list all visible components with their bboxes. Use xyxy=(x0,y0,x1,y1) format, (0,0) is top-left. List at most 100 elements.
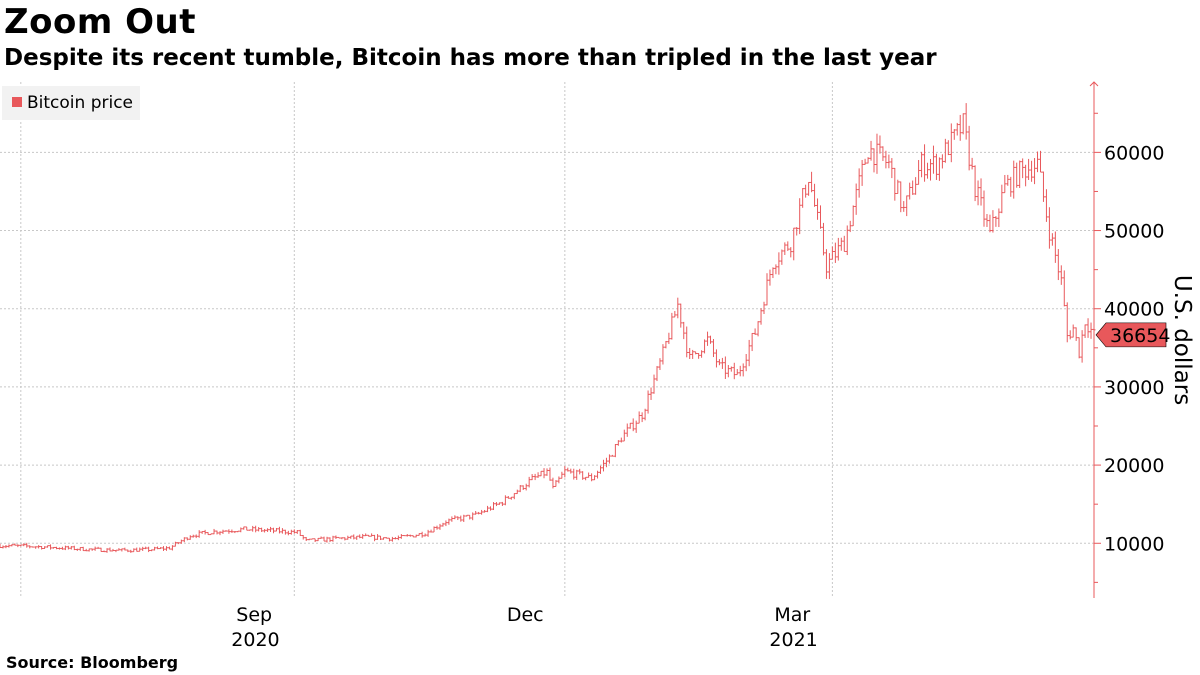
price-bar xyxy=(599,465,603,474)
price-bar xyxy=(613,444,617,458)
price-bar xyxy=(263,529,267,533)
price-bar xyxy=(738,365,742,377)
y-tick-label: 50000 xyxy=(1104,221,1164,243)
x-axis: JunSep2020DecMar2021 xyxy=(231,604,817,651)
price-bar xyxy=(762,301,766,315)
price-bar xyxy=(435,525,439,530)
price-bar xyxy=(816,198,820,220)
price-bar xyxy=(836,237,840,261)
price-bar xyxy=(670,312,674,340)
price-bar xyxy=(821,222,825,256)
price-bar xyxy=(361,533,365,539)
y-tick-label: 60000 xyxy=(1104,142,1164,164)
price-bar xyxy=(87,548,91,552)
price-bar xyxy=(1038,150,1042,173)
price-bar xyxy=(0,543,2,549)
price-bar xyxy=(13,543,17,546)
price-bar xyxy=(438,523,442,530)
price-bar xyxy=(322,536,326,542)
price-bar xyxy=(569,468,573,474)
price-bar xyxy=(1033,158,1037,185)
price-bar xyxy=(370,533,374,537)
price-bar xyxy=(958,114,962,141)
price-bar xyxy=(711,339,715,358)
price-bar xyxy=(185,537,189,541)
price-bar xyxy=(857,168,861,198)
price-bar xyxy=(798,198,802,235)
price-bar xyxy=(313,538,317,543)
price-bar xyxy=(468,514,472,520)
price-bar xyxy=(164,546,168,551)
price-bar xyxy=(807,181,811,196)
price-bar xyxy=(379,535,383,541)
price-bar xyxy=(16,544,20,548)
price-bar xyxy=(304,536,308,542)
price-bar xyxy=(917,160,921,185)
price-bar xyxy=(911,180,915,195)
price-bar xyxy=(19,544,23,547)
price-bar xyxy=(616,440,620,446)
price-bar xyxy=(417,533,421,536)
chart-title: Zoom Out xyxy=(4,2,196,42)
price-bar xyxy=(717,359,721,366)
price-bar xyxy=(937,157,941,181)
price-bar xyxy=(52,546,56,549)
price-bar xyxy=(203,529,207,535)
price-bar xyxy=(714,349,718,368)
price-bar xyxy=(1053,231,1057,263)
price-bar xyxy=(1030,160,1034,182)
price-bar xyxy=(783,242,787,255)
price-bar xyxy=(150,549,154,552)
price-bar xyxy=(601,459,605,472)
price-bar xyxy=(780,249,784,265)
price-bar xyxy=(367,534,371,537)
legend-entry: Bitcoin price xyxy=(27,93,133,113)
price-bar xyxy=(527,476,531,488)
price-bar xyxy=(227,529,231,534)
price-bar xyxy=(896,179,900,195)
price-bar xyxy=(355,535,359,540)
y-tick-label: 10000 xyxy=(1104,533,1164,555)
price-bar xyxy=(224,530,228,532)
price-bar xyxy=(700,350,704,358)
price-bar xyxy=(331,535,335,542)
price-bar xyxy=(346,535,350,540)
price-bar xyxy=(57,547,61,550)
price-bar xyxy=(848,220,852,233)
price-bar xyxy=(554,480,558,487)
price-bar xyxy=(254,525,258,533)
price-bar xyxy=(328,537,332,543)
price-bar xyxy=(248,529,252,531)
price-bar xyxy=(497,502,501,505)
price-bar xyxy=(108,547,112,552)
price-bar xyxy=(384,537,388,539)
price-bar xyxy=(364,533,368,537)
price-bar xyxy=(1018,160,1022,188)
grid-lines xyxy=(0,82,1094,598)
price-bar xyxy=(1015,162,1019,188)
price-bar xyxy=(215,530,219,535)
price-bar xyxy=(114,549,118,553)
y-axis: 10000 20000 30000 40000 50000 60000 xyxy=(1089,81,1164,598)
price-bar xyxy=(489,506,493,511)
price-bar xyxy=(1080,330,1084,363)
x-tick-label: Dec xyxy=(507,604,544,626)
price-bar xyxy=(893,167,897,201)
price-bar xyxy=(471,512,475,521)
price-bar xyxy=(691,349,695,359)
price-bar xyxy=(423,533,427,537)
price-bar xyxy=(280,528,284,534)
price-bar xyxy=(1077,337,1081,359)
price-bar xyxy=(905,195,909,217)
y-axis-arrow xyxy=(1089,81,1099,87)
price-bar xyxy=(272,527,275,534)
price-bar xyxy=(1006,174,1010,186)
price-bar xyxy=(390,536,394,542)
price-bar xyxy=(622,429,626,442)
price-bar xyxy=(934,153,938,180)
price-bar xyxy=(99,547,103,553)
price-bar xyxy=(777,252,781,275)
price-bar xyxy=(129,549,133,553)
price-bar xyxy=(744,354,748,372)
price-bar xyxy=(590,473,594,482)
